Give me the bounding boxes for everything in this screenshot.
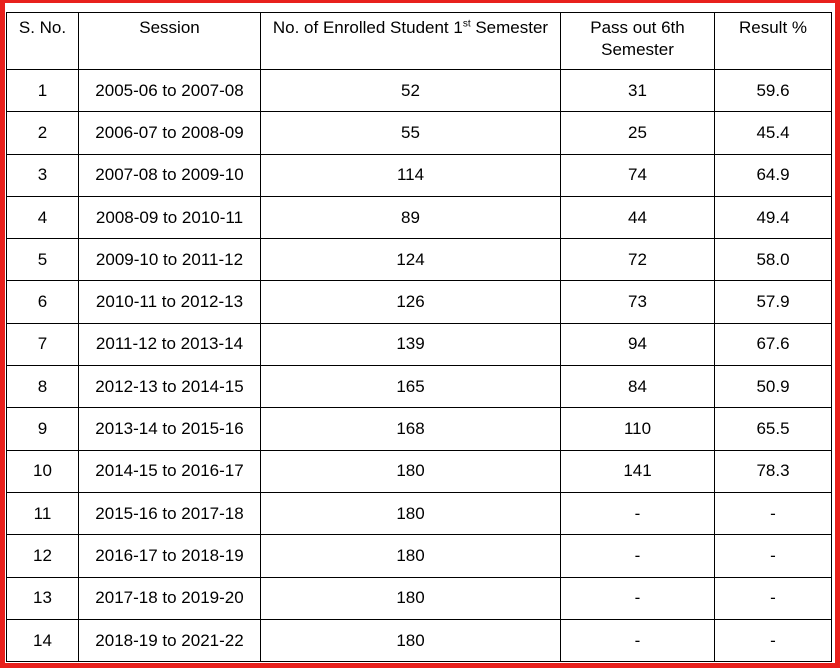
table-body: 1 2005-06 to 2007-08 52 31 59.6 2 2006-07 to 2… (6, 68, 832, 663)
cell-session: 2017-18 to 2019-20 (78, 576, 261, 620)
cell-session: 2007-08 to 2009-10 (78, 153, 261, 197)
cell-enrolled: 89 (260, 195, 561, 240)
cell-pass-out: 141 (560, 449, 715, 493)
cell-result: - (714, 576, 832, 620)
cell-enrolled: 180 (260, 576, 561, 620)
cell-sno: 13 (6, 576, 79, 620)
cell-pass-out: 73 (560, 280, 715, 324)
cell-enrolled: 180 (260, 449, 561, 493)
cell-result: 67.6 (714, 322, 832, 367)
cell-pass-out: - (560, 576, 715, 620)
cell-sno: 14 (6, 618, 79, 663)
cell-enrolled: 180 (260, 534, 561, 578)
cell-pass-out: 31 (560, 68, 715, 113)
cell-pass-out: - (560, 534, 715, 578)
cell-session: 2008-09 to 2010-11 (78, 195, 261, 240)
results-table: S. No. Session No. of Enrolled Student 1… (6, 12, 832, 663)
table-row: 7 2011-12 to 2013-14 139 94 67.6 (6, 322, 832, 367)
cell-sno: 8 (6, 365, 79, 409)
cell-enrolled: 165 (260, 365, 561, 409)
cell-result: 78.3 (714, 449, 832, 493)
cell-sno: 1 (6, 68, 79, 113)
cell-enrolled: 52 (260, 68, 561, 113)
cell-pass-out: 72 (560, 238, 715, 282)
cell-enrolled: 180 (260, 491, 561, 536)
table-row: 10 2014-15 to 2016-17 180 141 78.3 (6, 449, 832, 493)
header-row: S. No. Session No. of Enrolled Student 1… (6, 12, 832, 70)
header-result: Result % (714, 12, 832, 70)
cell-enrolled: 139 (260, 322, 561, 367)
cell-session: 2012-13 to 2014-15 (78, 365, 261, 409)
cell-result: 64.9 (714, 153, 832, 197)
cell-enrolled: 124 (260, 238, 561, 282)
cell-result: 49.4 (714, 195, 832, 240)
cell-session: 2006-07 to 2008-09 (78, 111, 261, 155)
cell-result: - (714, 618, 832, 663)
table-row: 11 2015-16 to 2017-18 180- - (6, 491, 832, 536)
cell-pass-out: 44 (560, 195, 715, 240)
cell-pass-out: 110 (560, 407, 715, 451)
cell-result: 58.0 (714, 238, 832, 282)
header-enrolled: No. of Enrolled Student 1st Semester (260, 12, 561, 70)
cell-result: - (714, 534, 832, 578)
table-row: 5 2009-10 to 2011-12 124 72 58.0 (6, 238, 832, 282)
cell-sno: 10 (6, 449, 79, 493)
cell-enrolled: 126 (260, 280, 561, 324)
cell-sno: 5 (6, 238, 79, 282)
cell-sno: 4 (6, 195, 79, 240)
cell-pass-out: - (560, 491, 715, 536)
cell-pass-out: 94 (560, 322, 715, 367)
cell-result: 59.6 (714, 68, 832, 113)
table-row: 4 2008-09 to 2010-11 89 44 49.4 (6, 195, 832, 240)
cell-session: 2013-14 to 2015-16 (78, 407, 261, 451)
cell-session: 2009-10 to 2011-12 (78, 238, 261, 282)
cell-result: 65.5 (714, 407, 832, 451)
cell-pass-out: 25 (560, 111, 715, 155)
header-sno: S. No. (6, 12, 79, 70)
cell-sno: 12 (6, 534, 79, 578)
header-enrolled-prefix: No. of Enrolled Student 1 (272, 18, 463, 37)
cell-sno: 11 (6, 491, 79, 536)
cell-pass-out: - (560, 618, 715, 663)
cell-session: 2016-17 to 2018-19 (78, 534, 261, 578)
cell-session: 2015-16 to 2017-18 (78, 491, 261, 536)
header-pass-out: Pass out 6th Semester (560, 12, 715, 70)
table-row: 13 2017-18 to 2019-20 180- - (6, 576, 832, 620)
table-row: 8 2012-13 to 2014-15 165 84 50.9 (6, 365, 832, 409)
cell-enrolled: 180 (260, 618, 561, 663)
cell-sno: 9 (6, 407, 79, 451)
cell-session: 2010-11 to 2012-13 (78, 280, 261, 324)
table-row: 12 2016-17 to 2018-19 180- - (6, 534, 832, 578)
cell-sno: 3 (6, 153, 79, 197)
cell-enrolled: 114 (260, 153, 561, 197)
cell-pass-out: 74 (560, 153, 715, 197)
cell-enrolled: 168 (260, 407, 561, 451)
table-row: 9 2013-14 to 2015-16 168 110 65.5 (6, 407, 832, 451)
cell-result: 57.9 (714, 280, 832, 324)
cell-pass-out: 84 (560, 365, 715, 409)
cell-result: 45.4 (714, 111, 832, 155)
header-session: Session (78, 12, 261, 70)
cell-session: 2011-12 to 2013-14 (78, 322, 261, 367)
cell-session: 2018-19 to 2021-22 (78, 618, 261, 663)
table-row: 14 2018-19 to 2021-22 180- - (6, 618, 832, 663)
header-enrolled-superscript: st (462, 18, 471, 30)
cell-sno: 2 (6, 111, 79, 155)
cell-result: 50.9 (714, 365, 832, 409)
cell-sno: 6 (6, 280, 79, 324)
table-row: 2 2006-07 to 2008-09 55 25 45.4 (6, 111, 832, 155)
table-row: 3 2007-08 to 2009-10 114 74 64.9 (6, 153, 832, 197)
table-row: 6 2010-11 to 2012-13 126 73 57.9 (6, 280, 832, 324)
cell-result: - (714, 491, 832, 536)
cell-session: 2005-06 to 2007-08 (78, 68, 261, 113)
cell-session: 2014-15 to 2016-17 (78, 449, 261, 493)
table-row: 1 2005-06 to 2007-08 52 31 59.6 (6, 68, 832, 113)
header-enrolled-suffix: Semester (470, 18, 549, 37)
cell-enrolled: 55 (260, 111, 561, 155)
cell-sno: 7 (6, 322, 79, 367)
